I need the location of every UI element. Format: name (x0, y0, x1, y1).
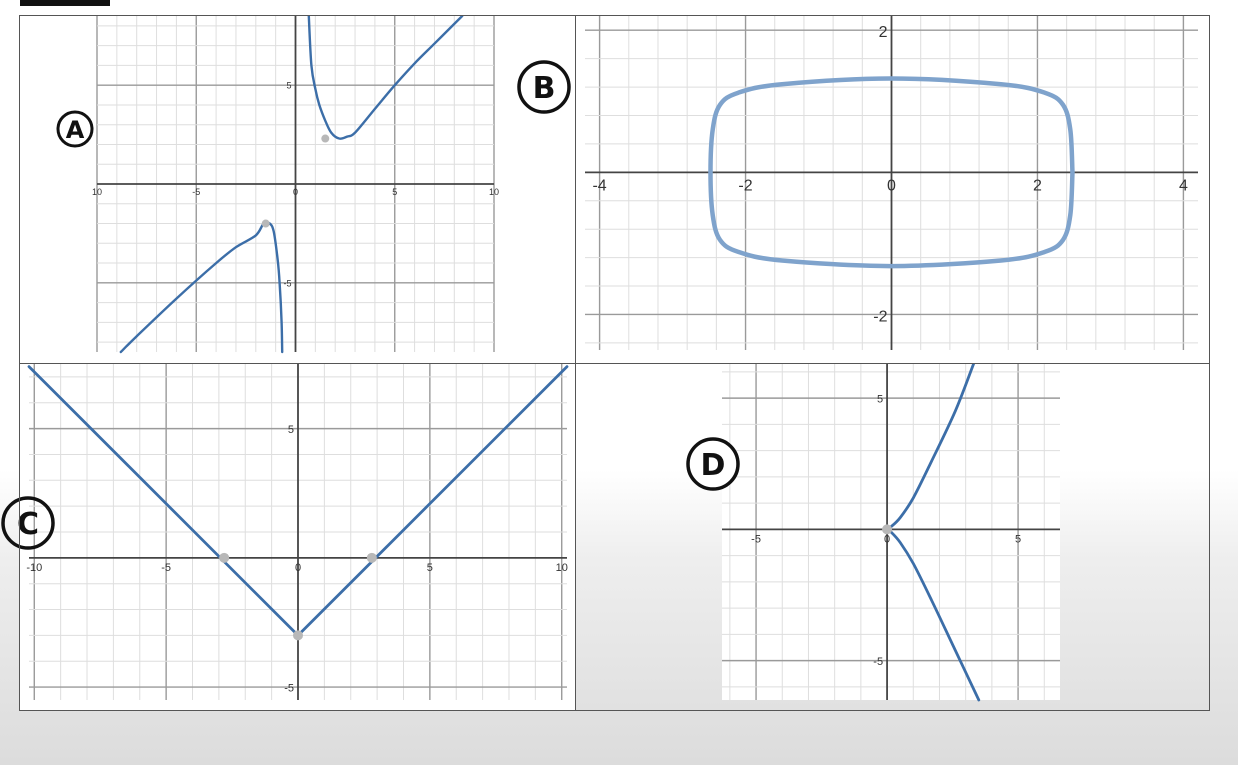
x-tick-label: -2 (738, 177, 752, 194)
chart-d: -5 0 5 5 -5 D (686, 364, 1060, 702)
y-tick-label: -2 (873, 308, 887, 325)
x-tick-label: 4 (1179, 177, 1188, 194)
x-tick-label: -4 (592, 177, 606, 194)
curve-series-1 (119, 221, 284, 354)
panel-label-c-text: C (17, 507, 39, 542)
x-tick-label: 0 (884, 533, 890, 545)
border-top (20, 15, 1210, 16)
x-tick-label: -5 (751, 533, 761, 545)
panel-label-d-text: D (701, 448, 726, 483)
highlighted-point (366, 552, 377, 563)
panel-b: -4 -2 0 2 4 2 -2 (576, 16, 1210, 363)
x-tick-label: 0 (887, 177, 896, 194)
panel-d: -5 0 5 5 -5 D (576, 364, 1210, 710)
x-tick-label: 0 (295, 562, 301, 574)
y-tick-label: -5 (873, 656, 883, 668)
highlighted-point (261, 219, 270, 228)
x-tick-label: 5 (1015, 533, 1021, 545)
x-tick-label: 10 (489, 187, 499, 197)
panel-label-a: A (56, 110, 94, 148)
x-tick-label: -5 (192, 187, 200, 197)
y-tick-label: 5 (286, 81, 291, 91)
chart-c: -10 -5 0 5 10 5 -5 (26, 364, 569, 700)
y-tick-label: -5 (284, 683, 294, 695)
x-tick-label: 5 (392, 187, 397, 197)
curve-series-0 (307, 16, 464, 140)
panel-c: -10 -5 0 5 10 5 -5 (20, 364, 575, 710)
x-tick-label: 0 (293, 187, 298, 197)
panel-label-c: C (1, 496, 55, 550)
x-tick-label: -10 (26, 562, 42, 574)
panel-a: 10 -5 0 5 10 5 -5 A (20, 16, 575, 363)
x-tick-label: 2 (1033, 177, 1042, 194)
highlighted-point (882, 524, 893, 535)
y-tick-label: 5 (288, 424, 294, 436)
panel-label-d: D (686, 437, 740, 491)
x-tick-label: 10 (92, 187, 102, 197)
highlighted-point (219, 552, 230, 563)
x-tick-label: 10 (556, 562, 568, 574)
y-tick-label: 5 (877, 394, 883, 406)
chart-a: 10 -5 0 5 10 5 -5 A (56, 16, 499, 354)
chart-b: -4 -2 0 2 4 2 -2 (585, 16, 1198, 350)
highlighted-point (293, 630, 303, 641)
y-tick-label: 2 (879, 24, 888, 41)
panel-label-b-text: B (533, 71, 556, 106)
panel-label-a-text: A (66, 116, 85, 144)
x-tick-label: -5 (161, 562, 171, 574)
highlighted-point (321, 134, 330, 143)
cropped-header-text (20, 0, 110, 6)
border-bottom (19, 710, 1210, 711)
x-tick-label: 5 (427, 562, 433, 574)
divider-horizontal (19, 363, 1210, 364)
curve-series-0 (708, 76, 1075, 269)
panel-label-b: B (517, 60, 571, 114)
y-tick-label: -5 (283, 278, 291, 288)
